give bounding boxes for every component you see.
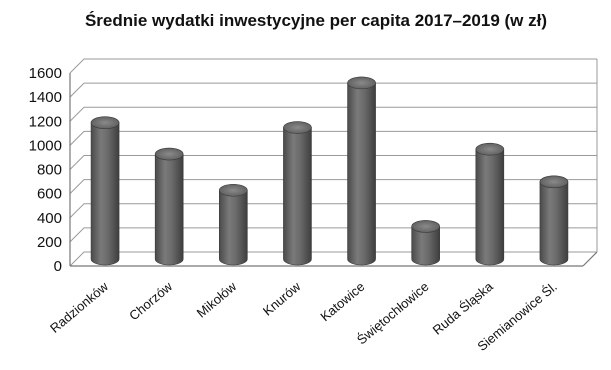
y-tick-label: 200 (37, 234, 62, 251)
bar (219, 183, 248, 266)
y-tick-label: 800 (37, 162, 62, 179)
bar-cap (411, 220, 440, 233)
gridline (69, 179, 597, 194)
bar-body (283, 127, 312, 266)
x-tick-label: Mikołów (194, 278, 240, 320)
bar (411, 220, 440, 266)
bar (283, 121, 312, 266)
bar-cap (154, 147, 184, 161)
bar-body (219, 189, 248, 266)
y-tick-label: 0 (54, 258, 62, 275)
bar (90, 116, 120, 266)
bar (539, 175, 569, 266)
bar-cap (347, 76, 376, 90)
x-tick-label: Radzionków (47, 278, 111, 335)
gridline (69, 130, 597, 146)
bar-cap (219, 183, 248, 197)
bar-body (475, 148, 505, 266)
bar-body (154, 153, 184, 266)
bar (347, 76, 376, 266)
bar-body (539, 181, 569, 266)
y-tick-label: 1400 (29, 89, 62, 106)
bar-body (411, 226, 440, 266)
gridline (69, 251, 597, 267)
gridline (69, 82, 597, 98)
x-axis-ticks: Radzionków Chorzów Mikołów Knurów KatowiceŚw… (47, 278, 560, 354)
bar-body (347, 82, 376, 266)
gridline (69, 203, 597, 219)
y-tick-label: 1600 (29, 65, 62, 82)
bar-body (90, 122, 120, 266)
bar (475, 142, 505, 266)
gridline (69, 106, 597, 122)
x-tick-label: Chorzów (126, 278, 175, 323)
chart-title: Średnie wydatki inwestycyjne per capita … (85, 11, 547, 30)
y-tick-label: 400 (37, 210, 62, 227)
bar-cap (475, 142, 505, 156)
grid-layer (69, 58, 598, 267)
x-tick-label: Ruda Śląska (430, 278, 497, 337)
bar (154, 147, 184, 266)
bar-cap (90, 116, 120, 129)
y-tick-label: 1000 (29, 137, 62, 154)
bar-cap (283, 121, 312, 134)
gridline (69, 155, 597, 170)
bars-layer (90, 76, 569, 266)
gridline (69, 227, 597, 243)
x-tick-label: Katowice (317, 279, 367, 324)
gridline (69, 58, 597, 74)
y-tick-label: 600 (37, 186, 62, 203)
y-axis-ticks: 0 200 400 600 800 1000 1200 1400 1600 (29, 65, 62, 275)
y-tick-label: 1200 (29, 113, 62, 130)
x-tick-label: Knurów (260, 278, 304, 318)
bar-cap (539, 175, 569, 189)
floor-right-edge (582, 251, 598, 267)
